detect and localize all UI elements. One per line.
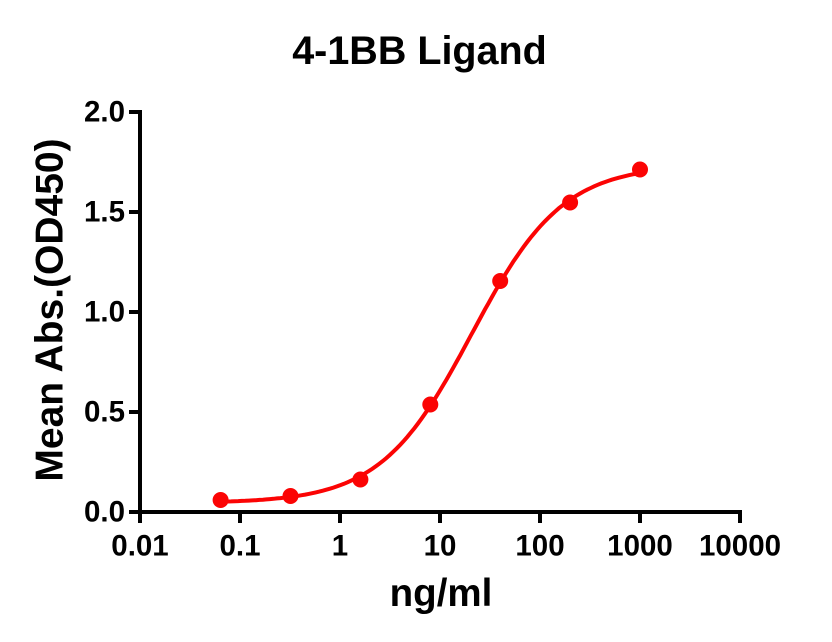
svg-text:100: 100 <box>515 530 564 563</box>
svg-text:1000: 1000 <box>607 530 673 563</box>
svg-text:0.01: 0.01 <box>111 530 168 563</box>
svg-text:0.1: 0.1 <box>219 530 260 563</box>
svg-text:1.5: 1.5 <box>84 196 125 229</box>
svg-text:ng/ml: ng/ml <box>390 572 493 615</box>
svg-text:Mean Abs.(OD450): Mean Abs.(OD450) <box>29 138 72 481</box>
svg-text:10000: 10000 <box>699 530 781 563</box>
svg-text:1: 1 <box>332 530 348 563</box>
svg-text:10: 10 <box>424 530 457 563</box>
svg-text:2.0: 2.0 <box>84 96 125 129</box>
svg-text:0.0: 0.0 <box>84 496 125 529</box>
svg-text:1.0: 1.0 <box>84 296 125 329</box>
svg-text:0.5: 0.5 <box>84 396 125 429</box>
svg-text:4-1BB Ligand: 4-1BB Ligand <box>292 29 547 73</box>
